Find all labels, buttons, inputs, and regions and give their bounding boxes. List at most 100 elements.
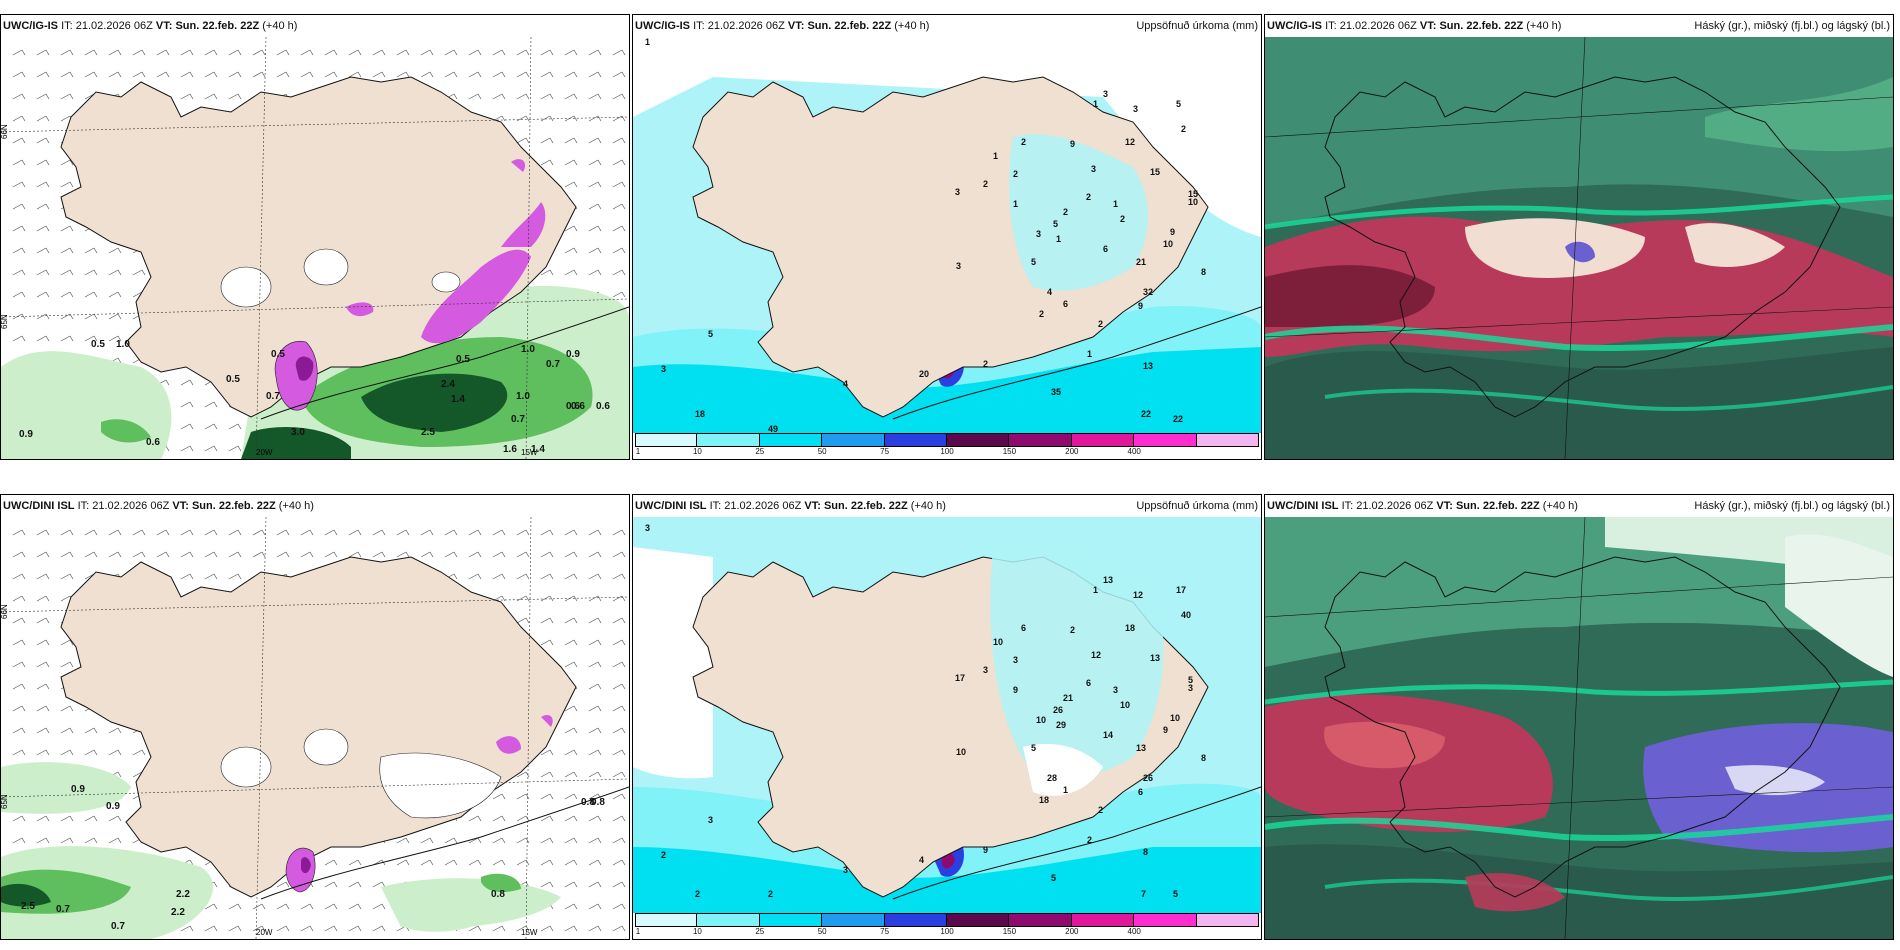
wind-barb: [612, 49, 626, 56]
precip-value-label: 9: [983, 845, 988, 855]
wind-barb: [12, 573, 26, 580]
wind-barb: [276, 71, 290, 78]
precip-value-label: 9: [1013, 685, 1018, 695]
wind-barb: [588, 639, 602, 646]
precip-value-label: 1: [1063, 785, 1068, 795]
precip-value-label: 5: [1031, 257, 1036, 267]
precip-value-label: 32: [1143, 287, 1153, 297]
wind-barb: [588, 749, 602, 756]
wind-barb: [60, 291, 74, 298]
wind-barb: [564, 661, 578, 668]
wind-value-label: 1.0: [116, 339, 130, 350]
wind-barb: [420, 529, 434, 536]
precip-value-label: 18: [1125, 623, 1135, 633]
wind-value-label: 2.5: [421, 427, 435, 438]
wind-value-label: 3.0: [291, 427, 305, 438]
wind-barb: [612, 771, 626, 778]
wind-barb: [108, 291, 122, 298]
wind-barb: [612, 639, 626, 646]
wind-barb: [108, 335, 122, 342]
cloud-map: [1265, 37, 1893, 459]
wind-barb: [180, 379, 194, 386]
wind-barb: [564, 639, 578, 646]
panel-ig-is-precip: UWC/IG-IS IT: 21.02.2026 06Z VT: Sun. 22…: [632, 14, 1262, 460]
wind-barb: [12, 837, 26, 844]
wind-barb: [492, 551, 506, 558]
wind-value-label: 1.0: [521, 344, 535, 355]
precip-value-label: 3: [843, 865, 848, 875]
wind-barb: [84, 335, 98, 342]
precip-value-label: 4: [1047, 287, 1052, 297]
wind-barb: [540, 749, 554, 756]
wind-barb: [612, 859, 626, 866]
wind-barb: [12, 247, 26, 254]
wind-barb: [60, 93, 74, 100]
wind-barb: [12, 595, 26, 602]
wind-value-label: 0.9: [71, 784, 85, 795]
precip-value-label: 40: [1181, 610, 1191, 620]
precip-value-label: 3: [661, 364, 666, 374]
precip-value-label: 10: [993, 637, 1003, 647]
precip-value-label: 3: [956, 261, 961, 271]
precip-value-label: 2: [661, 850, 666, 860]
wind-value-label: 1.4: [451, 394, 465, 405]
wind-barb: [492, 859, 506, 866]
wind-barb: [540, 159, 554, 166]
precip-value-label: 6: [1021, 623, 1026, 633]
wind-barb: [564, 925, 578, 932]
wind-value-label: 0.8: [591, 797, 605, 808]
colorbar-swatch: [697, 433, 760, 447]
wind-barb: [540, 617, 554, 624]
wind-barb: [588, 815, 602, 822]
wind-barb: [84, 837, 98, 844]
wind-barb: [564, 159, 578, 166]
graticule-label: 20W: [256, 928, 273, 937]
wind-barb: [612, 705, 626, 712]
colorbar-tick-label: 50: [817, 447, 827, 456]
precip-value-label: 8: [1143, 847, 1148, 857]
wind-barb: [252, 49, 266, 56]
wind-barb: [564, 269, 578, 276]
precip-value-label: 2: [768, 889, 773, 899]
wind-barb: [540, 639, 554, 646]
wind-barb: [588, 727, 602, 734]
wind-barb: [540, 573, 554, 580]
wind-value-label: 1.4: [531, 444, 545, 455]
colorbar-tick-label: 10: [692, 447, 702, 456]
precip-value-label: 3: [1091, 164, 1096, 174]
iceland-outline: [1324, 556, 1841, 898]
wind-barb: [60, 225, 74, 232]
wind-barb: [252, 529, 266, 536]
wind-barb: [36, 727, 50, 734]
wind-barb: [60, 837, 74, 844]
wind-barb: [12, 815, 26, 822]
graticule-label: 66N: [1, 604, 9, 619]
precip-value-label: 9: [1163, 725, 1168, 735]
wind-barb: [36, 705, 50, 712]
precip-value-label: 3: [1103, 89, 1108, 99]
precip-value-label: 6: [1063, 299, 1068, 309]
wind-barb: [540, 859, 554, 866]
wind-barb: [612, 727, 626, 734]
wind-barb: [204, 551, 218, 558]
wind-barb: [180, 423, 194, 430]
wind-barb: [564, 749, 578, 756]
wind-barb: [108, 551, 122, 558]
wind-barb: [516, 551, 530, 558]
wind-barb: [204, 423, 218, 430]
wind-barb: [60, 49, 74, 56]
precip-value-label: 10: [1163, 239, 1173, 249]
wind-barb: [156, 71, 170, 78]
wind-barb: [324, 71, 338, 78]
wind-barb: [588, 661, 602, 668]
wind-barb: [108, 837, 122, 844]
wind-barb: [588, 595, 602, 602]
precip-value-label: 3: [1188, 683, 1193, 693]
wind-snow-map: 0.5 1.0 0.5 0.7 0.5 1.0 0.7 0.9 0.9 0.6 2.4 1.4 2.5 1…: [1, 37, 629, 459]
wind-barb: [204, 71, 218, 78]
wind-value-label: 0.6: [571, 401, 585, 412]
precip-value-label: 2: [1086, 192, 1091, 202]
wind-barb: [36, 93, 50, 100]
wind-barb: [468, 529, 482, 536]
wind-barb: [588, 93, 602, 100]
